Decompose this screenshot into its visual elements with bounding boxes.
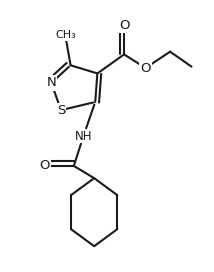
Text: S: S (57, 104, 65, 117)
Text: N: N (46, 76, 56, 89)
Text: O: O (140, 61, 151, 75)
Text: O: O (40, 159, 50, 172)
Text: CH₃: CH₃ (55, 30, 76, 40)
Text: NH: NH (75, 129, 92, 143)
Text: O: O (119, 19, 129, 32)
